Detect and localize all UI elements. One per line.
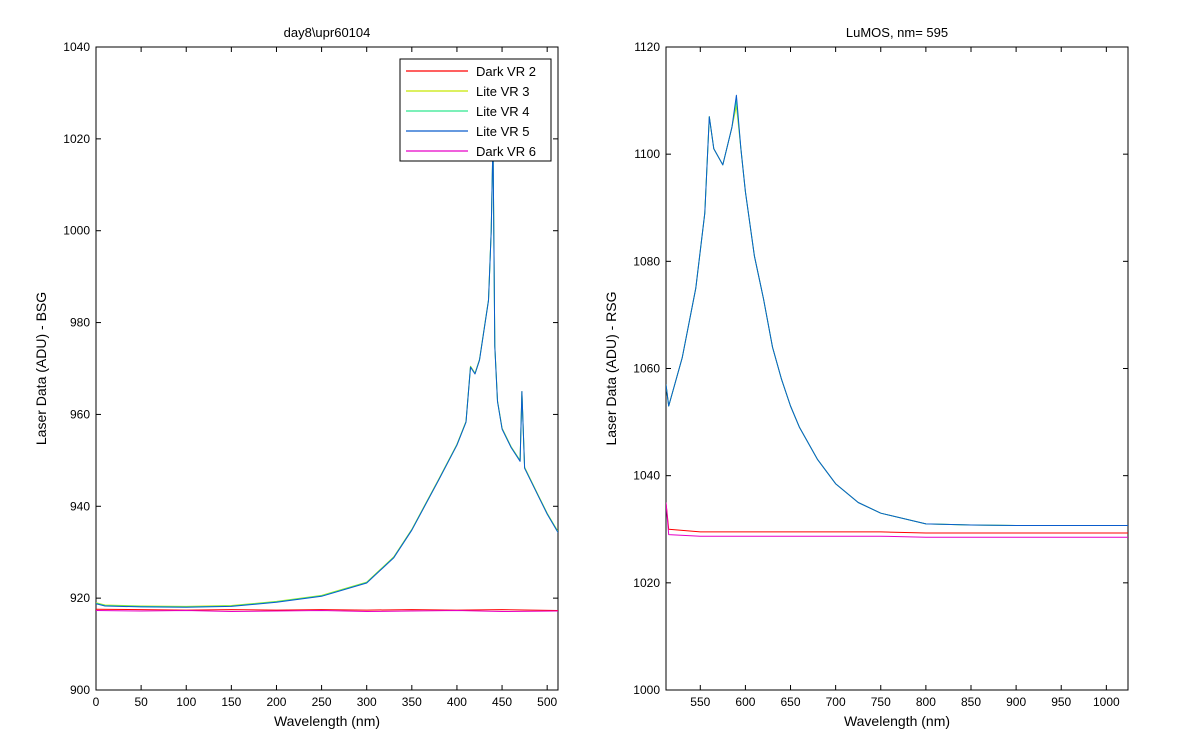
legend: Dark VR 2 Lite VR 3 Lite VR 4 Lite VR 5 Dark… (399, 58, 552, 162)
y-tick-label: 1040 (633, 469, 660, 483)
y-tick-label: 1080 (633, 254, 660, 268)
x-tick-label: 500 (537, 695, 557, 709)
x-tick-label: 400 (447, 695, 467, 709)
series-group (96, 138, 558, 612)
legend-label: Dark VR 2 (476, 64, 536, 79)
x-tick-label: 100 (176, 695, 196, 709)
x-tick-label: 300 (357, 695, 377, 709)
x-tick-label: 800 (916, 695, 936, 709)
legend-label: Lite VR 4 (476, 104, 529, 119)
x-tick-label: 450 (492, 695, 512, 709)
x-tick-label: 150 (221, 695, 241, 709)
y-tick-label: 940 (70, 499, 90, 513)
legend-label: Lite VR 3 (476, 84, 529, 99)
axes-frame (665, 46, 1129, 691)
x-tick-label: 50 (134, 695, 148, 709)
y-tick-label: 1020 (63, 132, 90, 146)
y-tick-label: 1020 (633, 576, 660, 590)
series-line-lite-vr-5 (666, 94, 1128, 526)
x-tick-label: 900 (1006, 695, 1026, 709)
x-tick-label: 0 (93, 695, 100, 709)
y-tick-label: 1060 (633, 362, 660, 376)
x-tick-label: 350 (402, 695, 422, 709)
y-tick-label: 900 (70, 683, 90, 697)
legend-label: Dark VR 6 (476, 144, 536, 159)
series-line-dark-vr-2 (96, 608, 558, 611)
y-axis-label: Laser Data (ADU) - RSG (603, 291, 619, 445)
chart-title: LuMOS, nm= 595 (846, 25, 948, 40)
chart-1: 0 50 100 150 200 250 300 350 400 450 500 900 920 940 9… (33, 25, 559, 729)
x-tick-label: 950 (1051, 695, 1071, 709)
y-axis-label: Laser Data (ADU) - BSG (33, 292, 49, 445)
x-axis-label: Wavelength (nm) (844, 713, 950, 729)
y-tick-label: 1120 (634, 40, 660, 54)
y-tick-label: 1000 (633, 683, 660, 697)
legend-label: Lite VR 5 (476, 124, 529, 139)
y-tick-label: 1000 (63, 224, 90, 238)
chart-title: day8\upr60104 (284, 25, 371, 40)
series-line-dark-vr-6 (666, 502, 1128, 538)
y-tick-label: 980 (70, 316, 90, 330)
x-tick-label: 1000 (1093, 695, 1120, 709)
y-tick-label: 960 (70, 407, 90, 421)
series-line-lite-vr-5 (96, 138, 558, 608)
x-tick-label: 650 (781, 695, 801, 709)
chart-2: 550 600 650 700 750 800 850 900 950 1000 1000 1020 1… (603, 25, 1129, 729)
y-tick-label: 920 (70, 591, 90, 605)
x-tick-label: 550 (690, 695, 710, 709)
x-tick-label: 700 (826, 695, 846, 709)
legend-box (399, 58, 552, 162)
series-line-dark-vr-2 (666, 502, 1128, 534)
x-tick-label: 200 (266, 695, 286, 709)
y-tick-label: 1040 (63, 40, 90, 54)
x-axis-label: Wavelength (nm) (274, 713, 380, 729)
series-group (666, 94, 1128, 538)
series-line-dark-vr-6 (96, 610, 558, 612)
x-tick-label: 250 (312, 695, 332, 709)
x-tick-label: 600 (735, 695, 755, 709)
y-tick-label: 1100 (634, 147, 660, 161)
x-tick-label: 750 (871, 695, 891, 709)
x-tick-label: 850 (961, 695, 981, 709)
